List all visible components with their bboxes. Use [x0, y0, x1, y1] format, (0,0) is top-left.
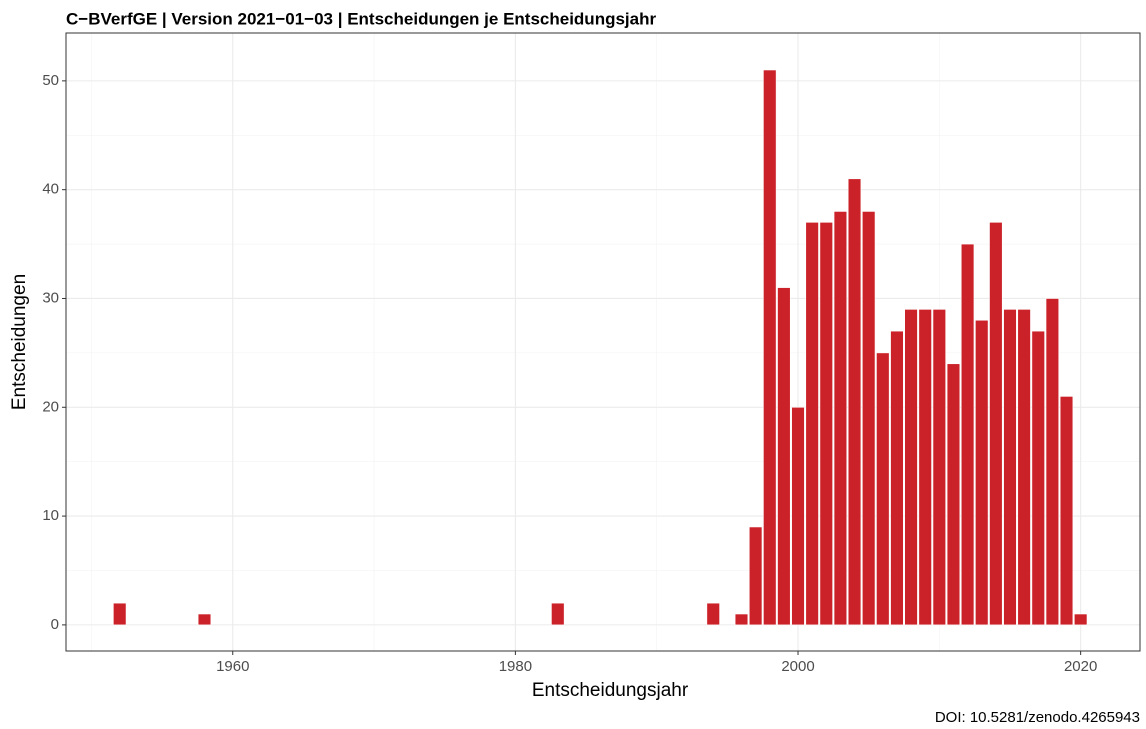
y-axis-label: Entscheidungen	[9, 274, 30, 410]
bar	[876, 352, 890, 626]
bar	[890, 330, 904, 626]
bar	[847, 178, 862, 626]
bar	[551, 602, 565, 626]
chart-title: C−BVerfGE | Version 2021−01−03 | Entsche…	[66, 9, 656, 28]
bar	[989, 222, 1003, 626]
y-tick-label: 30	[42, 289, 59, 306]
bar	[777, 287, 791, 626]
x-tick-label: 2000	[781, 658, 814, 675]
bar	[748, 526, 763, 626]
y-tick-label: 0	[51, 616, 59, 633]
y-tick-label: 40	[42, 181, 59, 198]
bar	[819, 222, 833, 626]
bar	[1059, 396, 1074, 626]
bar	[1031, 330, 1045, 626]
bar	[833, 211, 848, 626]
bar	[763, 69, 777, 626]
bar	[1073, 613, 1088, 626]
bar	[862, 211, 876, 626]
bar	[932, 309, 946, 626]
y-tick-label: 50	[42, 72, 59, 89]
x-tick-label: 1960	[216, 658, 249, 675]
bar	[946, 363, 961, 626]
bar	[734, 613, 749, 626]
bar	[197, 613, 212, 626]
bar	[706, 602, 720, 626]
caption: DOI: 10.5281/zenodo.4265943	[935, 709, 1140, 726]
bar	[113, 602, 127, 626]
panel-border	[65, 32, 1141, 652]
bar	[1003, 309, 1017, 626]
x-tick-label: 2020	[1064, 658, 1097, 675]
x-axis-label: Entscheidungsjahr	[532, 680, 689, 701]
bar	[960, 243, 975, 626]
bar	[918, 309, 932, 626]
y-tick-label: 20	[42, 398, 59, 415]
bar	[1017, 309, 1031, 626]
bar	[904, 309, 918, 626]
bar	[791, 406, 805, 626]
bar	[975, 319, 989, 626]
bar	[805, 222, 819, 626]
y-tick-label: 10	[42, 507, 59, 524]
x-tick-label: 1980	[499, 658, 532, 675]
bar	[1045, 298, 1060, 626]
